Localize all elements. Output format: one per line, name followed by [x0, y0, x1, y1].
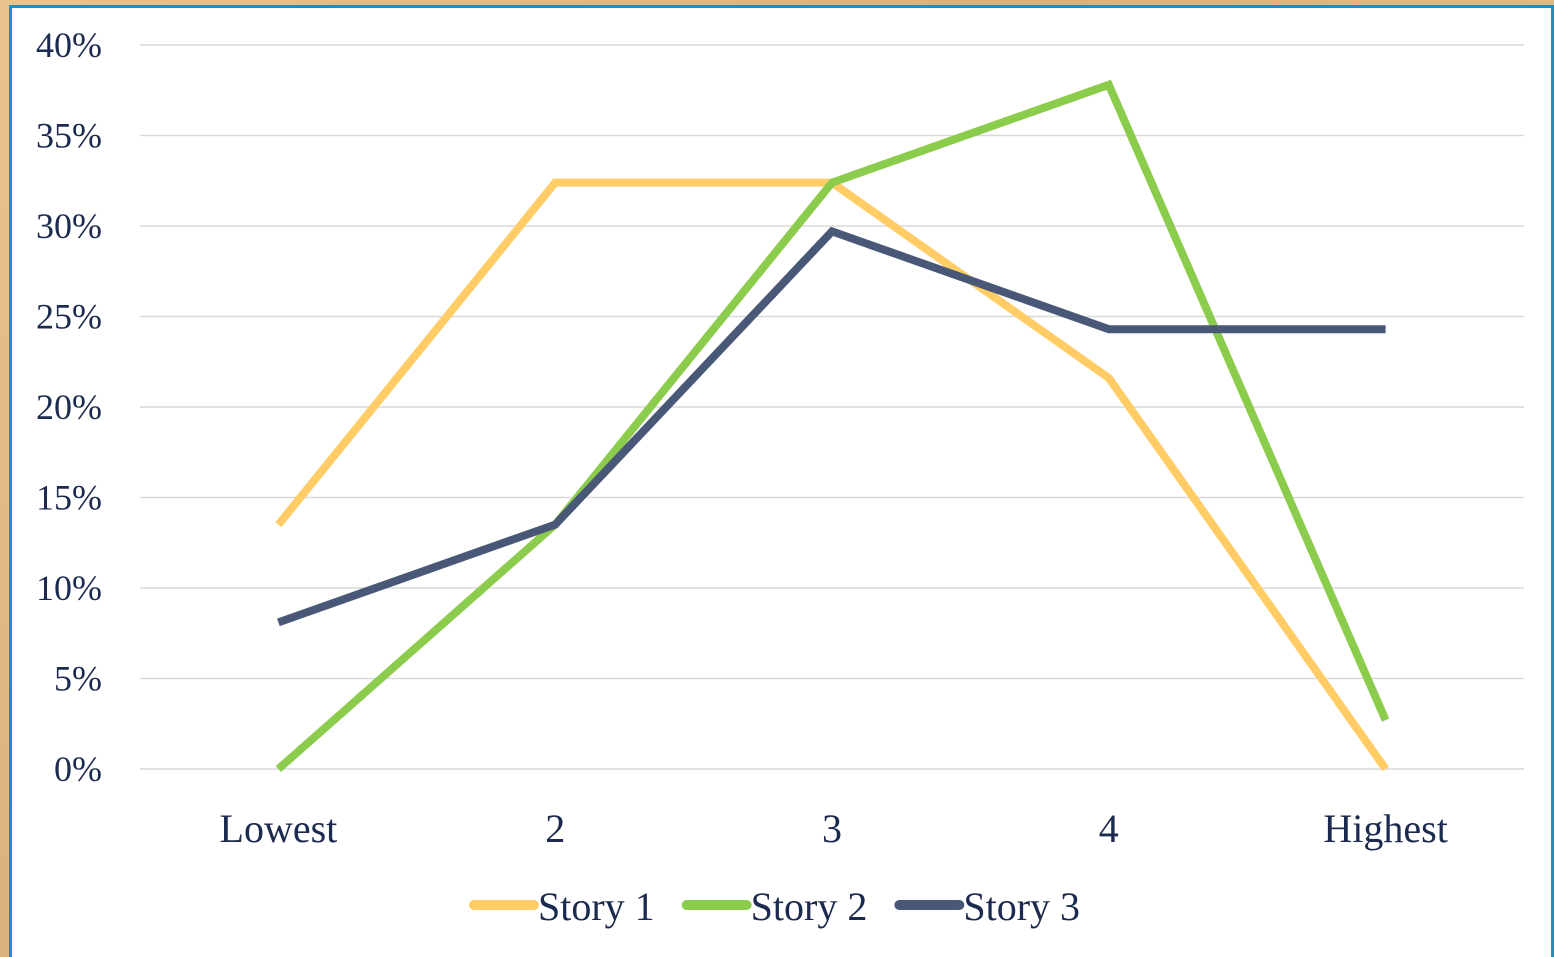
legend: Story 1 Story 2 Story 3	[468, 884, 1080, 929]
y-axis-ticks: 0% 5% 10% 15% 20% 25% 30% 35% 40%	[36, 25, 102, 789]
series-line-1	[275, 178, 1389, 772]
y-tick-label: 0%	[54, 749, 102, 789]
y-tick-label: 40%	[36, 25, 102, 65]
x-tick-label: 4	[1099, 806, 1119, 851]
y-tick-label: 25%	[36, 297, 102, 337]
y-tick-label: 20%	[36, 387, 102, 427]
chart-panel	[9, 5, 1554, 957]
y-tick-label: 35%	[36, 116, 102, 156]
y-tick-label: 5%	[54, 659, 102, 699]
y-tick-label: 15%	[36, 478, 102, 518]
legend-label: Story 2	[751, 884, 868, 929]
x-tick-label: 3	[822, 806, 842, 851]
y-tick-label: 30%	[36, 206, 102, 246]
x-axis-ticks: Lowest 2 3 4 Highest	[220, 806, 1448, 851]
legend-label: Story 3	[963, 884, 1080, 929]
series-line-3	[277, 226, 1386, 627]
series-line-2	[275, 79, 1390, 772]
y-tick-label: 10%	[36, 568, 102, 608]
x-tick-label: Lowest	[220, 806, 338, 851]
x-tick-label: Highest	[1323, 806, 1447, 851]
series-lines	[275, 79, 1390, 772]
gridlines	[140, 44, 1524, 770]
legend-label: Story 1	[538, 884, 655, 929]
x-tick-label: 2	[545, 806, 565, 851]
